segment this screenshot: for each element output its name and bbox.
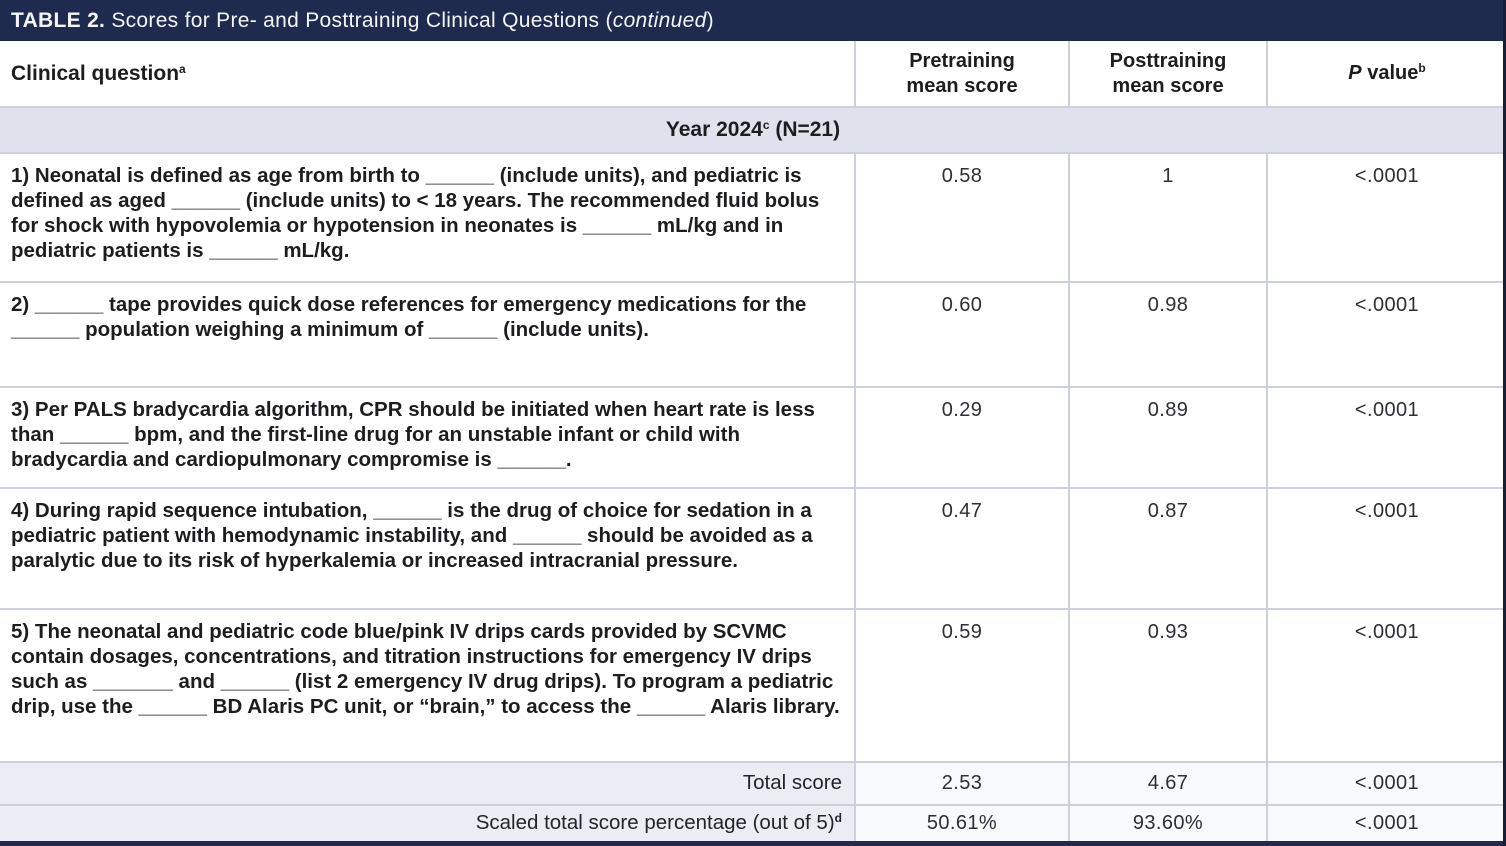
- value-label: value: [1361, 62, 1419, 84]
- question-5-text: 5) The neonatal and pediatric code blue/…: [0, 608, 856, 764]
- scaled-total-row: Scaled total score percentage (out of 5)…: [0, 803, 1503, 841]
- scaled-total-p-value: <.0001: [1266, 803, 1503, 841]
- question-2-pretraining-score: 0.60: [854, 281, 1070, 389]
- footnote-d-marker: d: [834, 811, 842, 826]
- question-1-posttraining-score: 1: [1068, 152, 1268, 284]
- p-label: P: [1348, 62, 1362, 84]
- table-row: 5) The neonatal and pediatric code blue/…: [0, 608, 1503, 764]
- footnote-c-marker: c: [762, 118, 770, 133]
- question-1-p-value: <.0001: [1266, 152, 1503, 284]
- table-number-label: TABLE 2.: [11, 8, 106, 32]
- year-n-label: (N=21): [769, 118, 841, 142]
- question-2-text: 2) ______ tape provides quick dose refer…: [0, 281, 856, 389]
- scaled-total-label-text: Scaled total score percentage (out of 5): [475, 811, 835, 835]
- footnote-b-marker: b: [1418, 61, 1426, 75]
- posttraining-label-line2: mean score: [1112, 74, 1224, 97]
- year-band-cell: Year 2024c (N=21): [0, 105, 1503, 155]
- year-label: Year 2024: [665, 118, 763, 142]
- bottom-accent-bar: [0, 841, 1503, 846]
- pretraining-label-line1: Pretraining: [909, 49, 1015, 72]
- total-score-pretraining: 2.53: [854, 761, 1070, 806]
- scaled-total-posttraining: 93.60%: [1068, 803, 1268, 841]
- clinical-question-label: Clinical question: [11, 62, 180, 85]
- question-4-pretraining-score: 0.47: [854, 487, 1070, 611]
- table-title-text: Scores for Pre- and Posttraining Clinica…: [105, 8, 613, 32]
- question-1-text: 1) Neonatal is defined as age from birth…: [0, 152, 856, 284]
- question-1-pretraining-score: 0.58: [854, 152, 1070, 284]
- total-score-row: Total score 2.53 4.67 <.0001: [0, 761, 1503, 806]
- col-header-clinical-question: Clinical questiona: [0, 41, 856, 108]
- scores-table: Clinical questiona Pretraining mean score…: [0, 41, 1503, 841]
- posttraining-label-line1: Posttraining: [1109, 49, 1227, 72]
- year-band-row: Year 2024c (N=21): [0, 105, 1503, 155]
- col-header-pretraining: Pretraining mean score: [854, 41, 1070, 108]
- table-row: 3) Per PALS bradycardia algorithm, CPR s…: [0, 386, 1503, 490]
- table-title-continued: continued: [612, 8, 707, 32]
- question-5-posttraining-score: 0.93: [1068, 608, 1268, 764]
- col-header-posttraining: Posttraining mean score: [1068, 41, 1268, 108]
- table-row: 4) During rapid sequence intubation, ___…: [0, 487, 1503, 611]
- question-5-p-value: <.0001: [1266, 608, 1503, 764]
- question-5-pretraining-score: 0.59: [854, 608, 1070, 764]
- question-2-p-value: <.0001: [1266, 281, 1503, 389]
- table-title-suffix: ): [706, 8, 714, 32]
- pretraining-label-line2: mean score: [906, 74, 1018, 97]
- column-header-row: Clinical questiona Pretraining mean score…: [0, 41, 1503, 108]
- question-2-posttraining-score: 0.98: [1068, 281, 1268, 389]
- question-3-posttraining-score: 0.89: [1068, 386, 1268, 490]
- total-score-p-value: <.0001: [1266, 761, 1503, 806]
- scaled-total-label: Scaled total score percentage (out of 5)…: [0, 803, 856, 841]
- footnote-a-marker: a: [179, 62, 186, 76]
- question-3-text: 3) Per PALS bradycardia algorithm, CPR s…: [0, 386, 856, 490]
- col-header-p-value: P valueb: [1266, 41, 1503, 108]
- table-title-bar: TABLE 2. Scores for Pre- and Posttrainin…: [0, 0, 1503, 41]
- table-row: 2) ______ tape provides quick dose refer…: [0, 281, 1503, 389]
- total-score-label: Total score: [0, 761, 856, 806]
- question-3-pretraining-score: 0.29: [854, 386, 1070, 490]
- question-4-text: 4) During rapid sequence intubation, ___…: [0, 487, 856, 611]
- total-score-posttraining: 4.67: [1068, 761, 1268, 806]
- scaled-total-pretraining: 50.61%: [854, 803, 1070, 841]
- question-3-p-value: <.0001: [1266, 386, 1503, 490]
- question-4-posttraining-score: 0.87: [1068, 487, 1268, 611]
- table-row: 1) Neonatal is defined as age from birth…: [0, 152, 1503, 284]
- question-4-p-value: <.0001: [1266, 487, 1503, 611]
